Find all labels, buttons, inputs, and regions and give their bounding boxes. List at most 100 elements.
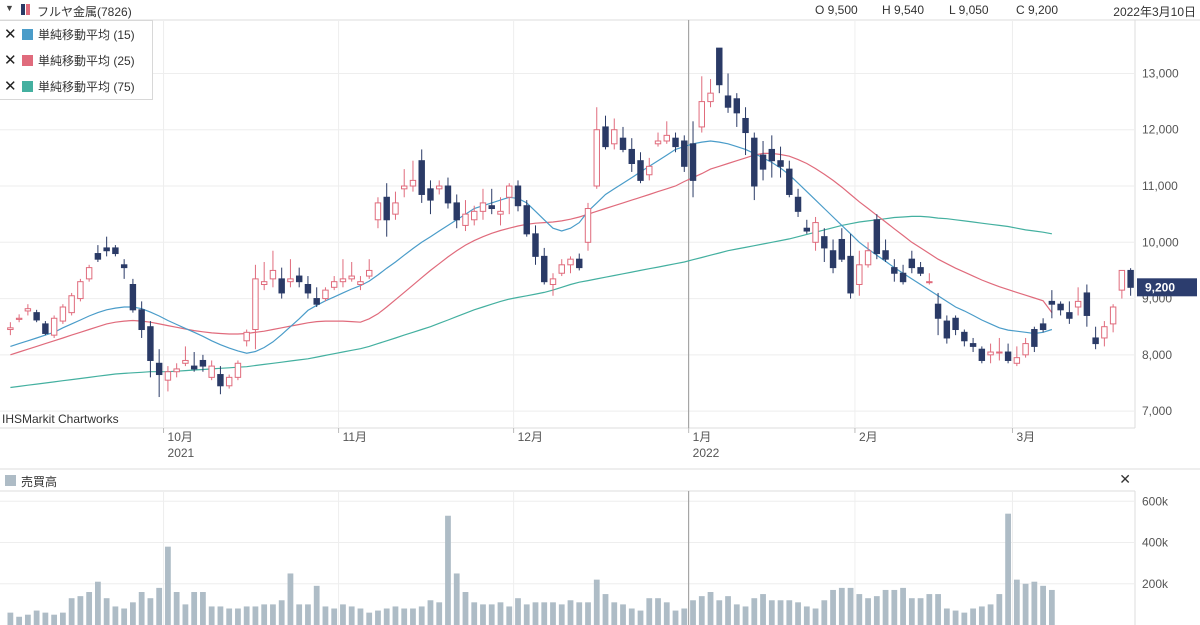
candle-body [444, 185, 452, 204]
candle [199, 354, 207, 372]
candle-body [77, 281, 84, 300]
candle-body [383, 196, 390, 221]
volume-bar [1031, 581, 1038, 625]
candle-body [15, 317, 23, 320]
candle [733, 93, 740, 127]
candle-body [138, 309, 145, 331]
candle [899, 264, 907, 285]
volume-bar [1048, 589, 1055, 625]
x-tick-label: 3月 [1016, 430, 1035, 444]
candle [567, 256, 574, 274]
candle-body [707, 92, 714, 103]
candle [506, 183, 513, 215]
legend-item-sma25[interactable]: ✕ 単純移動平均 (25) [0, 47, 152, 73]
candle-body [418, 160, 425, 195]
candle [672, 132, 679, 153]
legend-item-sma75[interactable]: ✕ 単純移動平均 (75) [0, 73, 152, 99]
candle-body [952, 317, 959, 331]
volume-bar [698, 596, 705, 625]
volume-bar [961, 612, 968, 625]
close-icon[interactable]: ✕ [4, 78, 17, 95]
candle [593, 107, 600, 189]
candle [864, 242, 872, 268]
volume-bar [445, 515, 451, 625]
candle [173, 363, 180, 378]
candle [619, 126, 627, 153]
candle [917, 261, 924, 277]
legend-label: 単純移動平均 (15) [38, 27, 135, 42]
stock-color-icon-up [26, 4, 30, 15]
chart-date: 2022年3月10日 [1113, 5, 1196, 19]
volume-bar [733, 604, 740, 625]
volume-bar [392, 606, 399, 625]
candle [269, 250, 277, 288]
volume-bar [821, 600, 828, 625]
volume-bar [935, 594, 941, 625]
candle [698, 76, 705, 133]
volume-bar [462, 592, 469, 625]
candle-body [120, 264, 128, 269]
candle [1109, 304, 1117, 333]
candle-body [567, 258, 574, 266]
candle-body [724, 95, 732, 108]
candle-body [1101, 326, 1108, 339]
candle-body [112, 247, 119, 255]
candle-body [777, 160, 784, 167]
candle [24, 304, 32, 316]
candle [541, 247, 548, 285]
volume-bar [585, 602, 591, 625]
x-tick-label: 1月 [693, 430, 712, 444]
candle [190, 352, 198, 372]
volume-bar [523, 604, 530, 625]
candle-body [1127, 269, 1134, 288]
close-icon[interactable]: ✕ [1119, 471, 1131, 487]
candle-body [654, 140, 662, 145]
volume-bar [313, 585, 320, 625]
price-badge-label: 9,200 [1145, 280, 1175, 294]
candle [129, 278, 137, 313]
volume-bar [760, 594, 766, 625]
candle [952, 315, 959, 336]
volume-bar [86, 592, 93, 625]
x-tick-label: 11月 [343, 430, 367, 444]
candle-body [917, 267, 924, 274]
candle-body [733, 98, 740, 114]
candle-body [611, 129, 618, 145]
candle-body [147, 326, 154, 361]
volume-bar [112, 606, 119, 625]
volume-bar [996, 594, 1003, 625]
candle-body [252, 278, 259, 331]
candle [234, 360, 242, 381]
candle [243, 329, 250, 347]
volume-bar [287, 573, 294, 625]
candle-body [558, 264, 565, 274]
triangle-down-icon[interactable]: ▼ [5, 3, 14, 13]
candle [1066, 301, 1073, 324]
candle-body [716, 47, 723, 86]
candle-body [821, 236, 828, 249]
volume-bar [672, 610, 679, 625]
candle-body [908, 258, 916, 269]
candle [15, 314, 23, 323]
candle-body [549, 278, 557, 285]
volume-bar [7, 612, 14, 625]
legend-swatch [22, 28, 33, 40]
candle-body [243, 331, 250, 342]
candle [94, 245, 102, 262]
candle-body [838, 238, 846, 260]
candle-body [969, 343, 977, 347]
candle-body [637, 160, 644, 181]
candle-body [304, 283, 312, 294]
candle [42, 321, 49, 336]
candle-body [199, 359, 207, 367]
close-icon[interactable]: ✕ [4, 26, 17, 43]
volume-bar [847, 587, 854, 625]
candle [1118, 269, 1126, 299]
close-icon[interactable]: ✕ [4, 52, 17, 69]
volume-legend-swatch [5, 475, 16, 486]
legend-item-sma15[interactable]: ✕ 単純移動平均 (15) [0, 21, 152, 47]
candle-body [689, 143, 697, 181]
candle-body [85, 267, 93, 280]
volume-bar [970, 608, 976, 625]
